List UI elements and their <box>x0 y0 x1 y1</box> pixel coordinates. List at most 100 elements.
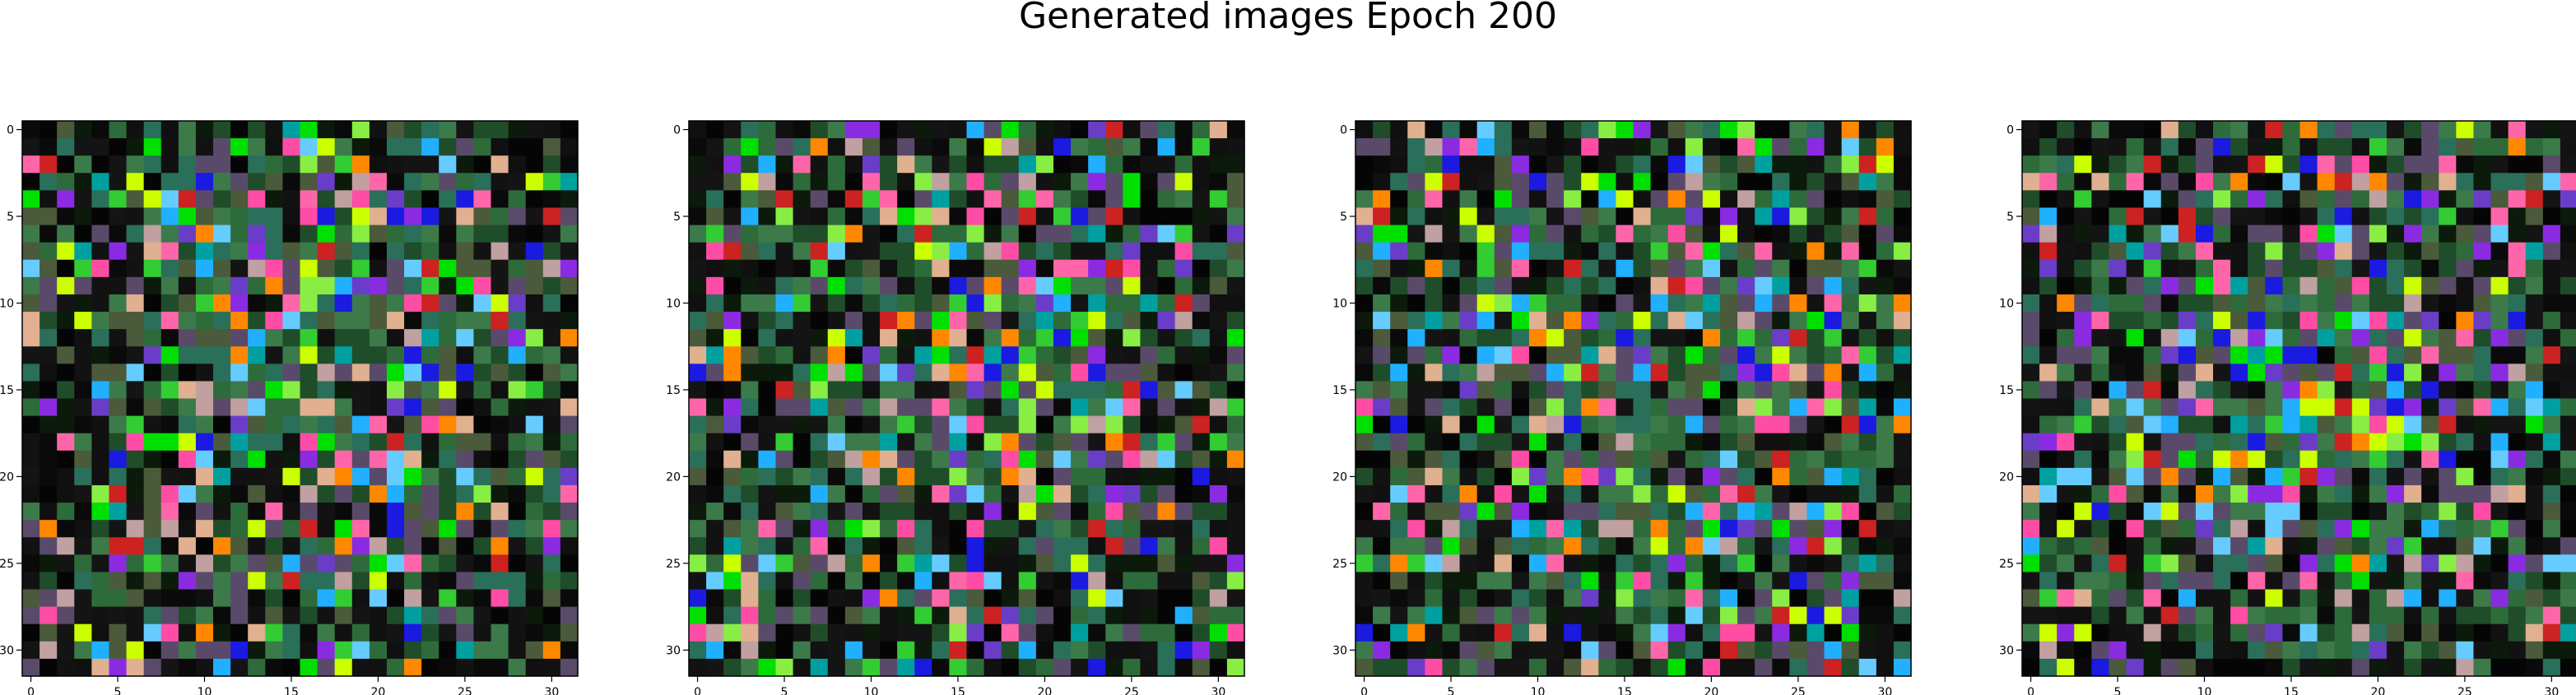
pixel <box>1174 225 1193 243</box>
pixel <box>2126 503 2145 521</box>
pixel <box>109 346 128 364</box>
pixel <box>2439 589 2457 608</box>
pixel <box>1390 467 1408 486</box>
pixel <box>542 606 561 625</box>
pixel <box>178 294 197 313</box>
pixel <box>1806 415 1825 434</box>
pixel <box>1157 346 1176 364</box>
pixel <box>1071 312 1089 330</box>
pixel <box>1633 520 1652 538</box>
pixel <box>439 415 457 434</box>
pixel <box>1650 433 1669 452</box>
pixel <box>248 259 266 278</box>
pixel <box>1789 484 1808 503</box>
pixel <box>282 259 301 278</box>
pixel <box>1140 537 1159 555</box>
pixel <box>1789 259 1808 278</box>
pixel <box>1667 433 1686 452</box>
pixel <box>282 503 301 521</box>
pixel <box>914 537 932 555</box>
pixel <box>1581 294 1599 313</box>
pixel <box>1001 554 1020 573</box>
pixel <box>74 138 92 156</box>
pixel <box>1737 433 1755 452</box>
x-tick-label: 5 <box>781 686 788 695</box>
pixel <box>369 155 388 174</box>
pixel <box>351 641 370 660</box>
pixel <box>2057 572 2075 591</box>
pixel <box>741 225 759 243</box>
pixel <box>473 259 492 278</box>
pixel <box>689 398 707 417</box>
pixel <box>1209 364 1228 382</box>
pixel <box>109 450 128 469</box>
pixel <box>195 138 214 156</box>
pixel <box>1157 155 1176 174</box>
pixel <box>1355 606 1374 625</box>
pixel <box>2317 276 2336 295</box>
pixel <box>2317 155 2336 174</box>
pixel <box>300 259 319 278</box>
pixel <box>741 589 759 608</box>
pixel <box>2369 155 2388 174</box>
pixel <box>560 484 579 503</box>
pixel <box>775 554 794 573</box>
pixel <box>456 415 475 434</box>
pixel <box>1088 329 1106 347</box>
pixel <box>1702 554 1721 573</box>
pixel <box>491 589 509 608</box>
pixel <box>2126 398 2145 417</box>
pixel <box>1088 398 1106 417</box>
pixel <box>1616 346 1634 364</box>
pixel <box>1667 503 1686 521</box>
pixel <box>2265 190 2283 209</box>
pixel <box>1494 589 1513 608</box>
pixel <box>1772 641 1790 660</box>
pixel <box>2334 503 2353 521</box>
pixel <box>1373 381 1391 400</box>
pixel <box>793 503 811 521</box>
pixel <box>1702 484 1721 503</box>
pixel <box>880 554 898 573</box>
pixel <box>1407 190 1425 209</box>
pixel <box>126 398 145 417</box>
pixel <box>1459 572 1478 591</box>
pixel <box>2386 364 2405 382</box>
pixel <box>369 381 388 400</box>
pixel <box>404 225 422 243</box>
pixel <box>2109 589 2127 608</box>
pixel <box>2230 190 2248 209</box>
pixel <box>1824 329 1843 347</box>
pixel <box>2160 572 2179 591</box>
pixel <box>880 503 898 521</box>
pixel <box>1511 484 1530 503</box>
pixel <box>213 364 231 382</box>
pixel <box>1598 554 1616 573</box>
pixel <box>1546 623 1565 642</box>
pixel <box>758 173 777 191</box>
pixel <box>404 121 422 139</box>
pixel <box>1824 467 1843 486</box>
pixel <box>844 641 863 660</box>
pixel <box>1876 641 1895 660</box>
pixel <box>109 155 128 174</box>
pixel <box>2022 312 2040 330</box>
pixel <box>2351 138 2370 156</box>
pixel <box>1105 242 1123 261</box>
pixel <box>2386 484 2405 503</box>
pixel <box>723 346 742 364</box>
pixel <box>689 329 707 347</box>
pixel <box>1053 259 1072 278</box>
pixel <box>282 554 301 573</box>
pixel <box>1719 138 1738 156</box>
pixel <box>22 173 40 191</box>
pixel <box>706 225 724 243</box>
pixel <box>2213 225 2231 243</box>
pixel <box>1407 623 1425 642</box>
pixel <box>1192 554 1211 573</box>
pixel <box>1226 572 1245 591</box>
pixel <box>1650 242 1669 261</box>
pixel <box>1123 225 1142 243</box>
pixel <box>2143 138 2162 156</box>
pixel <box>230 173 249 191</box>
